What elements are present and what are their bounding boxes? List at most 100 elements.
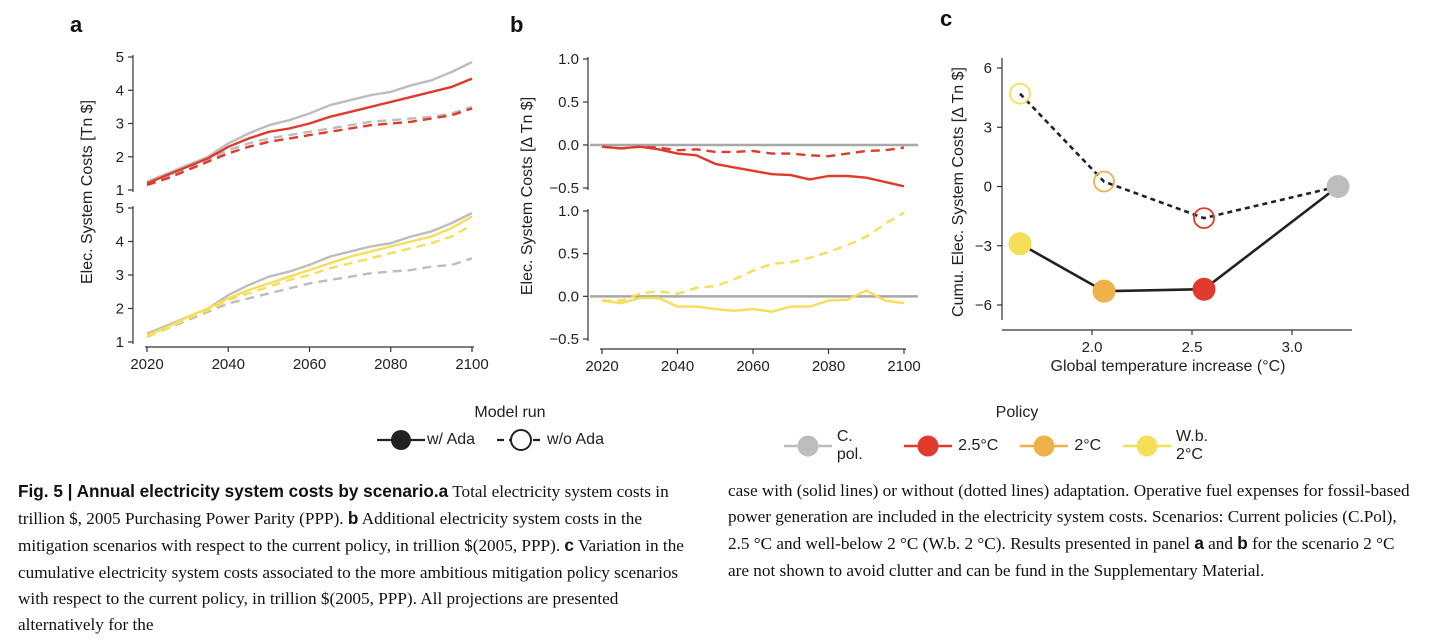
policy-swatch-icon <box>1020 435 1069 457</box>
caption-b: b <box>347 508 359 529</box>
y-tick-label: 6 <box>984 60 992 77</box>
caption-a2: a <box>1194 533 1204 554</box>
point-wb2c-with-ada <box>1008 232 1032 256</box>
x-tick-label: 2100 <box>887 358 920 375</box>
series-line-Cpol-without-ada <box>146 105 473 185</box>
y-tick-label: −3 <box>975 238 992 255</box>
y-tick-label: 0.0 <box>558 137 579 154</box>
figure-canvas: a b c Elec. System Costs [Tn $] Elec. Sy… <box>70 6 1352 375</box>
x-tick-label: 2040 <box>661 358 694 375</box>
series-line-Wb2C-with-ada <box>146 215 473 337</box>
caption-b2: b <box>1237 533 1248 554</box>
caption-a: a <box>438 481 449 501</box>
x-tick-label: 3.0 <box>1282 339 1303 356</box>
series-line-Wb2C-with-ada <box>601 289 905 313</box>
caption-text-c-part2: case with (solid lines) or without (dott… <box>728 481 1410 554</box>
y-tick-label: −0.5 <box>549 180 579 197</box>
y-tick-label: 5 <box>116 49 124 66</box>
x-tick-label: 2060 <box>736 358 769 375</box>
policy-swatch-icon <box>784 435 832 457</box>
y-tick-label: 1.0 <box>558 51 579 68</box>
y-tick-label: 4 <box>116 234 124 251</box>
y-tick-label: 0.5 <box>558 94 579 111</box>
panel-b-ylabel: Elec. System Costs [Δ Tn $] <box>519 97 536 295</box>
panel-c-ylabel: Cumu. Elec. System Costs [Δ Tn $] <box>950 67 967 317</box>
x-tick-label: 2020 <box>585 358 618 375</box>
model-run-legend-title: Model run <box>474 404 546 421</box>
solid-line-dot-icon <box>377 430 425 450</box>
x-tick-label: 2080 <box>374 356 407 373</box>
panel-b-letter: b <box>510 12 523 37</box>
policy-swatch-icon <box>904 435 953 457</box>
caption-text-end: for the scenario 2 °C are not shown to a… <box>728 534 1395 580</box>
point-2c-with-ada <box>1092 279 1116 303</box>
y-tick-label: 0.5 <box>558 246 579 263</box>
point-wb2c-without-ada <box>1009 82 1031 105</box>
policy-legend-item: C. pol. <box>782 428 882 464</box>
panel-c-letter: c <box>940 6 952 31</box>
x-tick-label: 2060 <box>293 356 326 373</box>
policy-legend-item: W.b. 2°C <box>1121 428 1238 464</box>
series-line-Cpol-with-ada <box>146 60 473 183</box>
y-tick-label: 3 <box>116 267 124 284</box>
policy-legend-title: Policy <box>995 404 1039 421</box>
x-tick-label: 2020 <box>130 356 163 373</box>
y-tick-label: 3 <box>984 119 992 136</box>
series-line-25C-with-ada <box>146 77 473 185</box>
caption-fig-label: Fig. 5 | Annual electricity system costs… <box>18 481 439 501</box>
policy-swatch-icon <box>1123 435 1172 457</box>
figure-caption-right: case with (solid lines) or without (dott… <box>728 478 1418 584</box>
legend-item-with-ada: w/ Ada <box>375 428 475 452</box>
line-with-ada <box>1019 185 1339 293</box>
y-tick-label: 4 <box>116 82 124 99</box>
y-tick-label: 2 <box>116 301 124 318</box>
y-tick-label: 2 <box>116 149 124 166</box>
y-tick-label: 0 <box>984 179 992 196</box>
point-25c-with-ada <box>1192 277 1216 301</box>
policy-legend-item: 2.5°C <box>902 434 998 458</box>
caption-text-c-part1: Variation in the cumulative electricity … <box>18 536 684 635</box>
y-tick-label: 5 <box>116 200 124 217</box>
legend-label-with-ada: w/ Ada <box>427 431 476 448</box>
y-tick-label: 1 <box>116 334 124 351</box>
series-line-Wb2C-without-ada <box>602 211 905 302</box>
y-tick-label: 1 <box>116 182 124 199</box>
policy-legend-label: W.b. 2°C <box>1176 428 1209 463</box>
model-run-legend: Model run w/ Ada w/o Ada <box>375 404 645 452</box>
x-tick-label: 2.0 <box>1082 339 1103 356</box>
caption-c: c <box>564 535 574 556</box>
x-tick-label: 2080 <box>812 358 845 375</box>
y-tick-label: −6 <box>975 297 992 314</box>
y-tick-label: −0.5 <box>549 331 579 348</box>
series-line-25C-without-ada <box>146 107 473 187</box>
policy-legend-label: 2.5°C <box>958 437 999 454</box>
legend-item-without-ada: w/o Ada <box>495 428 604 452</box>
policy-legend-label: C. pol. <box>836 428 863 463</box>
dashed-line-open-circle-icon <box>497 429 546 451</box>
policy-legend-item: 2°C <box>1018 434 1101 458</box>
x-tick-label: 2040 <box>212 356 245 373</box>
series-line-25C-without-ada <box>601 145 905 158</box>
point-25c-without-ada <box>1193 207 1215 230</box>
panel-a-ylabel: Elec. System Costs [Tn $] <box>79 100 96 284</box>
series-line-Wb2C-without-ada <box>146 223 473 339</box>
policy-legend-row: C. pol. 2.5°C 2°C W.b. 2°C <box>782 428 1252 464</box>
caption-text-a: Total electricity system costs in trilli… <box>18 482 669 529</box>
caption-and: and <box>1203 534 1238 554</box>
legend-label-without-ada: w/o Ada <box>547 431 604 448</box>
y-tick-label: 1.0 <box>558 203 579 220</box>
x-tick-label: 2.5 <box>1182 339 1203 356</box>
y-tick-label: 0.0 <box>558 288 579 305</box>
line-without-ada <box>1019 92 1339 220</box>
panel-a-letter: a <box>70 12 83 37</box>
caption-text-b: Additional electricity system costs in t… <box>18 509 642 556</box>
point-cpol-with-ada <box>1326 175 1350 198</box>
series-line-Cpol-without-ada <box>146 257 473 337</box>
figure-caption-left: Fig. 5 | Annual electricity system costs… <box>18 478 686 638</box>
policy-legend-label: 2°C <box>1074 437 1102 454</box>
panel-c-xlabel: Global temperature increase (°C) <box>1051 358 1286 375</box>
point-2c-without-ada <box>1093 170 1115 193</box>
y-tick-label: 3 <box>116 116 124 133</box>
policy-legend: Policy C. pol. 2.5°C 2°C W.b. 2°C <box>782 404 1252 464</box>
